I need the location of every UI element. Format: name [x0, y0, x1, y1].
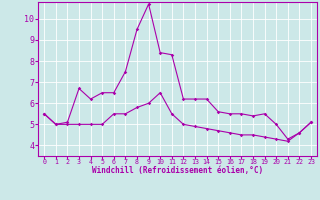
X-axis label: Windchill (Refroidissement éolien,°C): Windchill (Refroidissement éolien,°C) — [92, 166, 263, 175]
